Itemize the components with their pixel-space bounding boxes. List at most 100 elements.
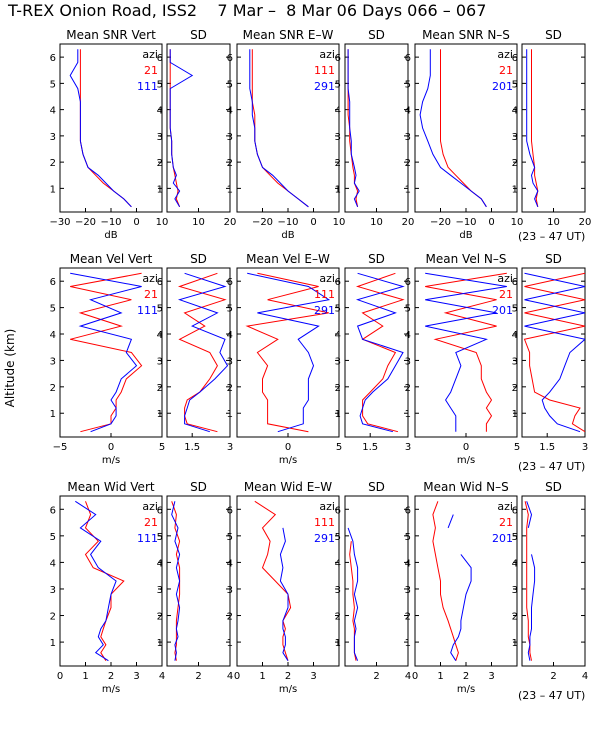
- x-tick-label: 0: [412, 671, 418, 682]
- x-tick-label: 5: [336, 442, 342, 453]
- y-axis-label: Altitude (km): [3, 329, 17, 408]
- series-blue-line: [70, 272, 142, 433]
- y-tick-label: 3: [512, 132, 518, 143]
- y-tick-label: 5: [157, 532, 163, 543]
- x-tick-label: 4: [227, 671, 233, 682]
- x-tick-label: 2: [463, 671, 469, 682]
- x-tick-label: 10: [547, 217, 560, 228]
- y-tick-label: 5: [335, 79, 341, 90]
- y-tick-label: 2: [512, 383, 518, 394]
- series-blue-line: [169, 49, 194, 208]
- y-tick-label: 1: [335, 638, 341, 649]
- x-tick-label: 0: [108, 442, 114, 453]
- y-tick-label: 5: [335, 304, 341, 315]
- y-tick-label: 2: [335, 158, 341, 169]
- y-tick-label: 1: [157, 409, 163, 420]
- panel-title: SD: [545, 480, 562, 494]
- x-tick-label: 10: [511, 217, 524, 228]
- legend-blue-azimuth: 291: [314, 80, 335, 93]
- y-tick-label: 1: [227, 409, 233, 420]
- legend-azi-label: azi: [142, 272, 158, 285]
- y-tick-label: 3: [157, 356, 163, 367]
- panel-title: SD: [190, 480, 207, 494]
- panel-r1-c5: SD 1 2 3 4 5 6 1.5 3: [512, 252, 589, 453]
- y-tick-label: 4: [512, 558, 518, 569]
- y-tick-label: 4: [335, 330, 341, 341]
- x-tick-label: 0: [133, 217, 139, 228]
- panel-frame: [344, 267, 409, 438]
- x-tick-label: 2: [285, 671, 291, 682]
- panel-title: SD: [190, 28, 207, 42]
- x-tick-label: 3: [405, 442, 411, 453]
- y-tick-label: 4: [157, 558, 163, 569]
- y-tick-label: 4: [405, 330, 411, 341]
- legend-red-azimuth: 21: [499, 288, 513, 301]
- y-tick-label: 1: [512, 638, 518, 649]
- series-blue-line: [279, 527, 289, 661]
- panel-r2-c2: Mean Wid E–W 1 2 3 4 5 6 0 1 2 3 m/s azi 111 291: [227, 480, 340, 695]
- time-note-row-1: (23 – 47 UT): [518, 230, 585, 243]
- y-tick-label: 2: [512, 612, 518, 623]
- x-tick-label: 1.5: [362, 442, 378, 453]
- x-tick-label: 1: [259, 671, 265, 682]
- series-blue-line: [171, 501, 181, 661]
- legend-blue-azimuth: 111: [137, 304, 158, 317]
- x-tick-label: 1.5: [539, 442, 555, 453]
- y-tick-label: 3: [335, 356, 341, 367]
- y-tick-label: 4: [512, 330, 518, 341]
- y-tick-label: 4: [157, 106, 163, 117]
- time-note-row-2: (23 – 47 UT): [518, 460, 585, 473]
- panel-r1-c1: SD 1 2 3 4 5 6 1.5 3: [157, 252, 234, 453]
- y-tick-label: 6: [50, 277, 56, 288]
- y-tick-label: 6: [227, 277, 233, 288]
- y-tick-label: 5: [227, 304, 233, 315]
- x-tick-label: 0: [310, 217, 316, 228]
- time-note-row-3: (23 – 47 UT): [518, 689, 585, 702]
- legend-azi-label: azi: [497, 272, 513, 285]
- y-tick-label: 4: [227, 558, 233, 569]
- y-tick-label: 5: [405, 79, 411, 90]
- x-axis-label: m/s: [279, 684, 297, 695]
- panel-frame: [521, 267, 586, 438]
- y-tick-label: 2: [405, 158, 411, 169]
- x-tick-label: −30: [49, 217, 70, 228]
- legend-red-azimuth: 21: [144, 516, 158, 529]
- legend-blue-azimuth: 201: [492, 304, 513, 317]
- x-tick-label: 1: [82, 671, 88, 682]
- x-tick-label: 1.5: [184, 442, 200, 453]
- x-axis-label: m/s: [102, 684, 120, 695]
- panel-frame: [166, 267, 231, 438]
- y-tick-label: 6: [405, 505, 411, 516]
- x-tick-label: −10: [100, 217, 121, 228]
- y-tick-label: 3: [512, 585, 518, 596]
- y-tick-label: 2: [157, 158, 163, 169]
- y-tick-label: 2: [157, 383, 163, 394]
- x-tick-label: −5: [53, 442, 68, 453]
- y-tick-label: 4: [157, 330, 163, 341]
- series-blue-line: [419, 49, 487, 208]
- y-tick-label: 3: [50, 585, 56, 596]
- series-red-line: [524, 501, 532, 661]
- series-blue-line: [526, 501, 536, 661]
- panel-title: Mean Wid E–W: [244, 480, 332, 494]
- x-tick-label: −10: [277, 217, 298, 228]
- series-red-line: [84, 501, 125, 661]
- y-tick-label: 3: [405, 356, 411, 367]
- y-tick-label: 4: [227, 106, 233, 117]
- y-tick-label: 1: [512, 409, 518, 420]
- x-tick-label: 20: [579, 217, 592, 228]
- panel-title: Mean Vel N–S: [426, 252, 507, 266]
- legend-azi-label: azi: [142, 48, 158, 61]
- y-tick-label: 4: [335, 106, 341, 117]
- series-red-line: [169, 49, 181, 207]
- legend-blue-azimuth: 201: [492, 532, 513, 545]
- y-tick-label: 3: [157, 585, 163, 596]
- x-tick-label: 2: [195, 671, 201, 682]
- legend-blue-azimuth: 111: [137, 80, 158, 93]
- x-tick-label: −20: [75, 217, 96, 228]
- x-tick-label: 10: [192, 217, 205, 228]
- y-tick-label: 5: [227, 79, 233, 90]
